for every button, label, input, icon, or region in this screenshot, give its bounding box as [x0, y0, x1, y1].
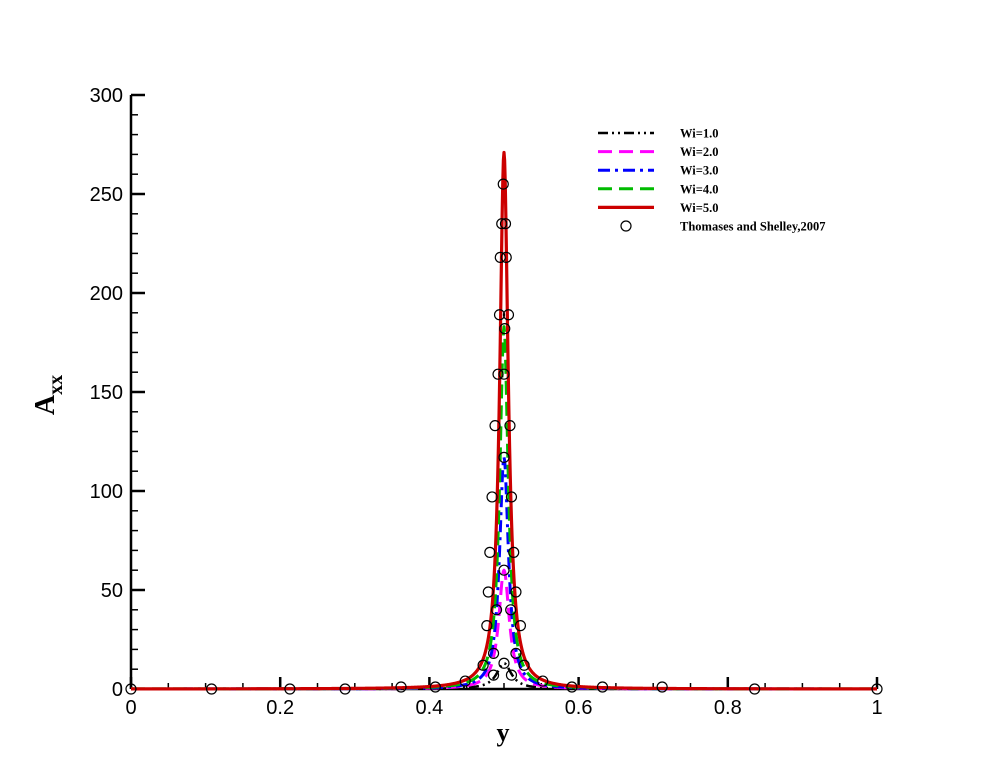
reference-point [125, 683, 137, 695]
reference-point [508, 546, 520, 558]
legend-marker [620, 220, 632, 232]
y-tick-label: 0 [112, 679, 123, 701]
y-axis-title: Axx [30, 375, 67, 415]
reference-point [494, 251, 506, 263]
y-axis-title-main: A [30, 394, 61, 415]
y-tick-label: 250 [90, 184, 123, 206]
reference-point [499, 218, 512, 230]
y-axis-title-sub: xx [45, 375, 67, 395]
svg-text:Axx: Axx [30, 375, 67, 415]
reference-point [205, 683, 218, 695]
reference-point [486, 491, 498, 503]
reference-point [596, 681, 609, 693]
reference-point [498, 451, 510, 463]
reference-point [498, 657, 510, 669]
legend-label: Wi=1.0 [680, 127, 719, 141]
series-line [131, 150, 877, 691]
reference-point [498, 368, 510, 380]
reference-point [502, 309, 515, 321]
reference-point [339, 683, 351, 695]
reference-point [504, 420, 516, 432]
x-tick-label: 0.8 [714, 697, 742, 719]
reference-point [514, 620, 527, 632]
legend-label: Wi=3.0 [680, 164, 719, 178]
reference-point [477, 659, 489, 671]
reference-point [498, 564, 510, 576]
reference-point [566, 681, 578, 693]
reference-point [492, 368, 504, 380]
reference-point [496, 218, 508, 230]
x-tick-label: 0.4 [415, 697, 443, 719]
reference-point [493, 309, 506, 321]
reference-point [395, 681, 407, 693]
legend-label: Wi=5.0 [680, 201, 719, 215]
reference-point [505, 491, 518, 503]
reference-point [459, 675, 471, 687]
reference-points [125, 178, 883, 695]
reference-point [481, 620, 493, 632]
reference-point [487, 669, 500, 681]
reference-point [510, 647, 522, 659]
y-tick-label: 100 [90, 481, 123, 503]
x-tick-label: 1 [871, 697, 882, 719]
reference-point [510, 586, 522, 598]
reference-point [505, 604, 517, 616]
reference-point [284, 683, 296, 695]
y-tick-label: 200 [90, 283, 123, 305]
legend: Wi=1.0 Wi=2.0 Wi=3.0 Wi=4.0 Wi=5.0 Thomases a… [598, 127, 826, 234]
reference-point [518, 659, 530, 671]
reference-point [429, 681, 441, 693]
reference-point [500, 251, 512, 263]
y-tick-label: 50 [101, 580, 123, 602]
series-line [131, 325, 877, 691]
reference-point [499, 323, 511, 335]
reference-point [489, 420, 501, 432]
reference-point [505, 669, 518, 681]
x-axis-title: y [497, 718, 510, 747]
reference-point [484, 546, 496, 558]
series-line [131, 568, 877, 691]
x-tick-label: 0.6 [565, 697, 593, 719]
legend-label: Wi=4.0 [680, 182, 719, 196]
y-tick-label: 150 [90, 382, 123, 404]
reference-point [490, 604, 503, 616]
tick-labels: 0 0.2 0.4 0.6 0.8 1 0 50 100 150 200 250 300 [90, 85, 883, 719]
x-tick-label: 0 [125, 697, 136, 719]
legend-label: Wi=2.0 [680, 145, 719, 159]
legend-label: Thomases and Shelley,2007 [680, 220, 826, 234]
reference-point [749, 683, 761, 695]
reference-point [482, 586, 494, 598]
reference-point [487, 647, 500, 659]
reference-point [537, 675, 549, 687]
x-tick-label: 0.2 [266, 697, 294, 719]
series-layer [131, 150, 877, 691]
reference-point [871, 683, 883, 695]
reference-point [656, 681, 668, 693]
y-tick-label: 300 [90, 85, 123, 107]
reference-point [497, 178, 509, 190]
